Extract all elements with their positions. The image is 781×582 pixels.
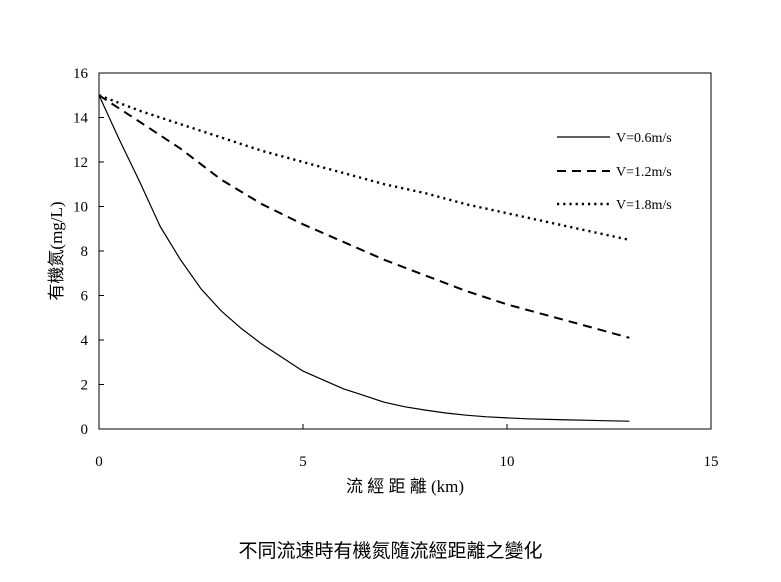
- legend-label: V=1.2m/s: [616, 165, 672, 180]
- chart-svg: 0 2 4 6 8 10 12 14 16 0 5 10 15 V=0.6m/s V=1.2m/s V=1.…: [47, 66, 719, 496]
- y-tick-label: 6: [81, 289, 89, 305]
- figure-caption: 不同流速時有機氮隨流經距離之變化: [238, 541, 543, 562]
- y-tick-label: 4: [81, 333, 89, 349]
- x-tick-label: 5: [299, 454, 307, 470]
- y-tick-label: 8: [81, 244, 89, 260]
- legend: V=0.6m/s V=1.2m/s V=1.8m/s: [557, 131, 672, 213]
- legend-label: V=1.8m/s: [616, 198, 672, 213]
- y-axis-label: 有機氮(mg/L): [47, 201, 66, 300]
- y-tick-label: 12: [73, 155, 88, 171]
- x-tick-label: 15: [704, 454, 719, 470]
- y-tick-label: 0: [81, 422, 89, 438]
- x-tick-label: 0: [95, 454, 103, 470]
- plot-area-frame: [98, 72, 712, 430]
- y-tick-label: 14: [73, 111, 89, 127]
- y-tick-label: 2: [81, 378, 89, 394]
- series-line-solid: [98, 95, 630, 422]
- series-line-dotted: [98, 94, 630, 242]
- y-tick-label: 10: [73, 200, 88, 216]
- legend-label: V=0.6m/s: [616, 131, 672, 146]
- x-axis-label: 流 經 距 離 (km): [346, 477, 464, 496]
- series-lines: [98, 94, 630, 422]
- series-line-dashed: [98, 94, 630, 339]
- axis-ticks: 0 2 4 6 8 10 12 14 16 0 5 10 15: [73, 66, 719, 470]
- y-tick-label: 16: [73, 66, 89, 82]
- x-tick-label: 10: [500, 454, 515, 470]
